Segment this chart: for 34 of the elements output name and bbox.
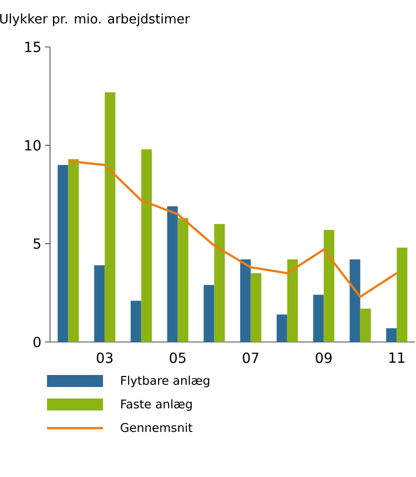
bar (240, 259, 251, 342)
y-tick-label: 10 (25, 140, 41, 151)
bar (324, 230, 334, 342)
x-tick-label: 03 (96, 352, 113, 364)
bar (313, 294, 324, 342)
bar (360, 308, 371, 342)
x-tick-label: 09 (316, 352, 332, 364)
legend-label: Flytbare anlæg (121, 376, 210, 388)
y-tick-label: 5 (34, 238, 40, 249)
bar (58, 165, 68, 342)
bar (287, 259, 298, 342)
bar (350, 259, 360, 342)
bar (167, 206, 178, 342)
bar (214, 224, 225, 342)
x-tick-label: 05 (170, 352, 186, 364)
legend-label: Faste anlæg (121, 399, 192, 411)
legend-label: Gennemsnit (120, 422, 192, 432)
y-tick-label: 15 (25, 42, 40, 52)
bar (104, 92, 116, 342)
bar (250, 273, 262, 342)
bar (276, 314, 288, 342)
bar (204, 284, 214, 342)
line-series (67, 160, 398, 298)
bar (178, 218, 188, 342)
bar (396, 248, 408, 342)
x-tick-label: 07 (242, 352, 258, 364)
x-tick-label: 11 (389, 352, 404, 363)
bar (68, 159, 79, 342)
bar (386, 328, 397, 342)
bar (141, 149, 152, 342)
chart-title: Ulykker pr. mio. arbejdstimer (0, 14, 190, 26)
bar (130, 300, 142, 342)
bar (94, 265, 105, 342)
y-tick-label: 0 (34, 336, 41, 348)
